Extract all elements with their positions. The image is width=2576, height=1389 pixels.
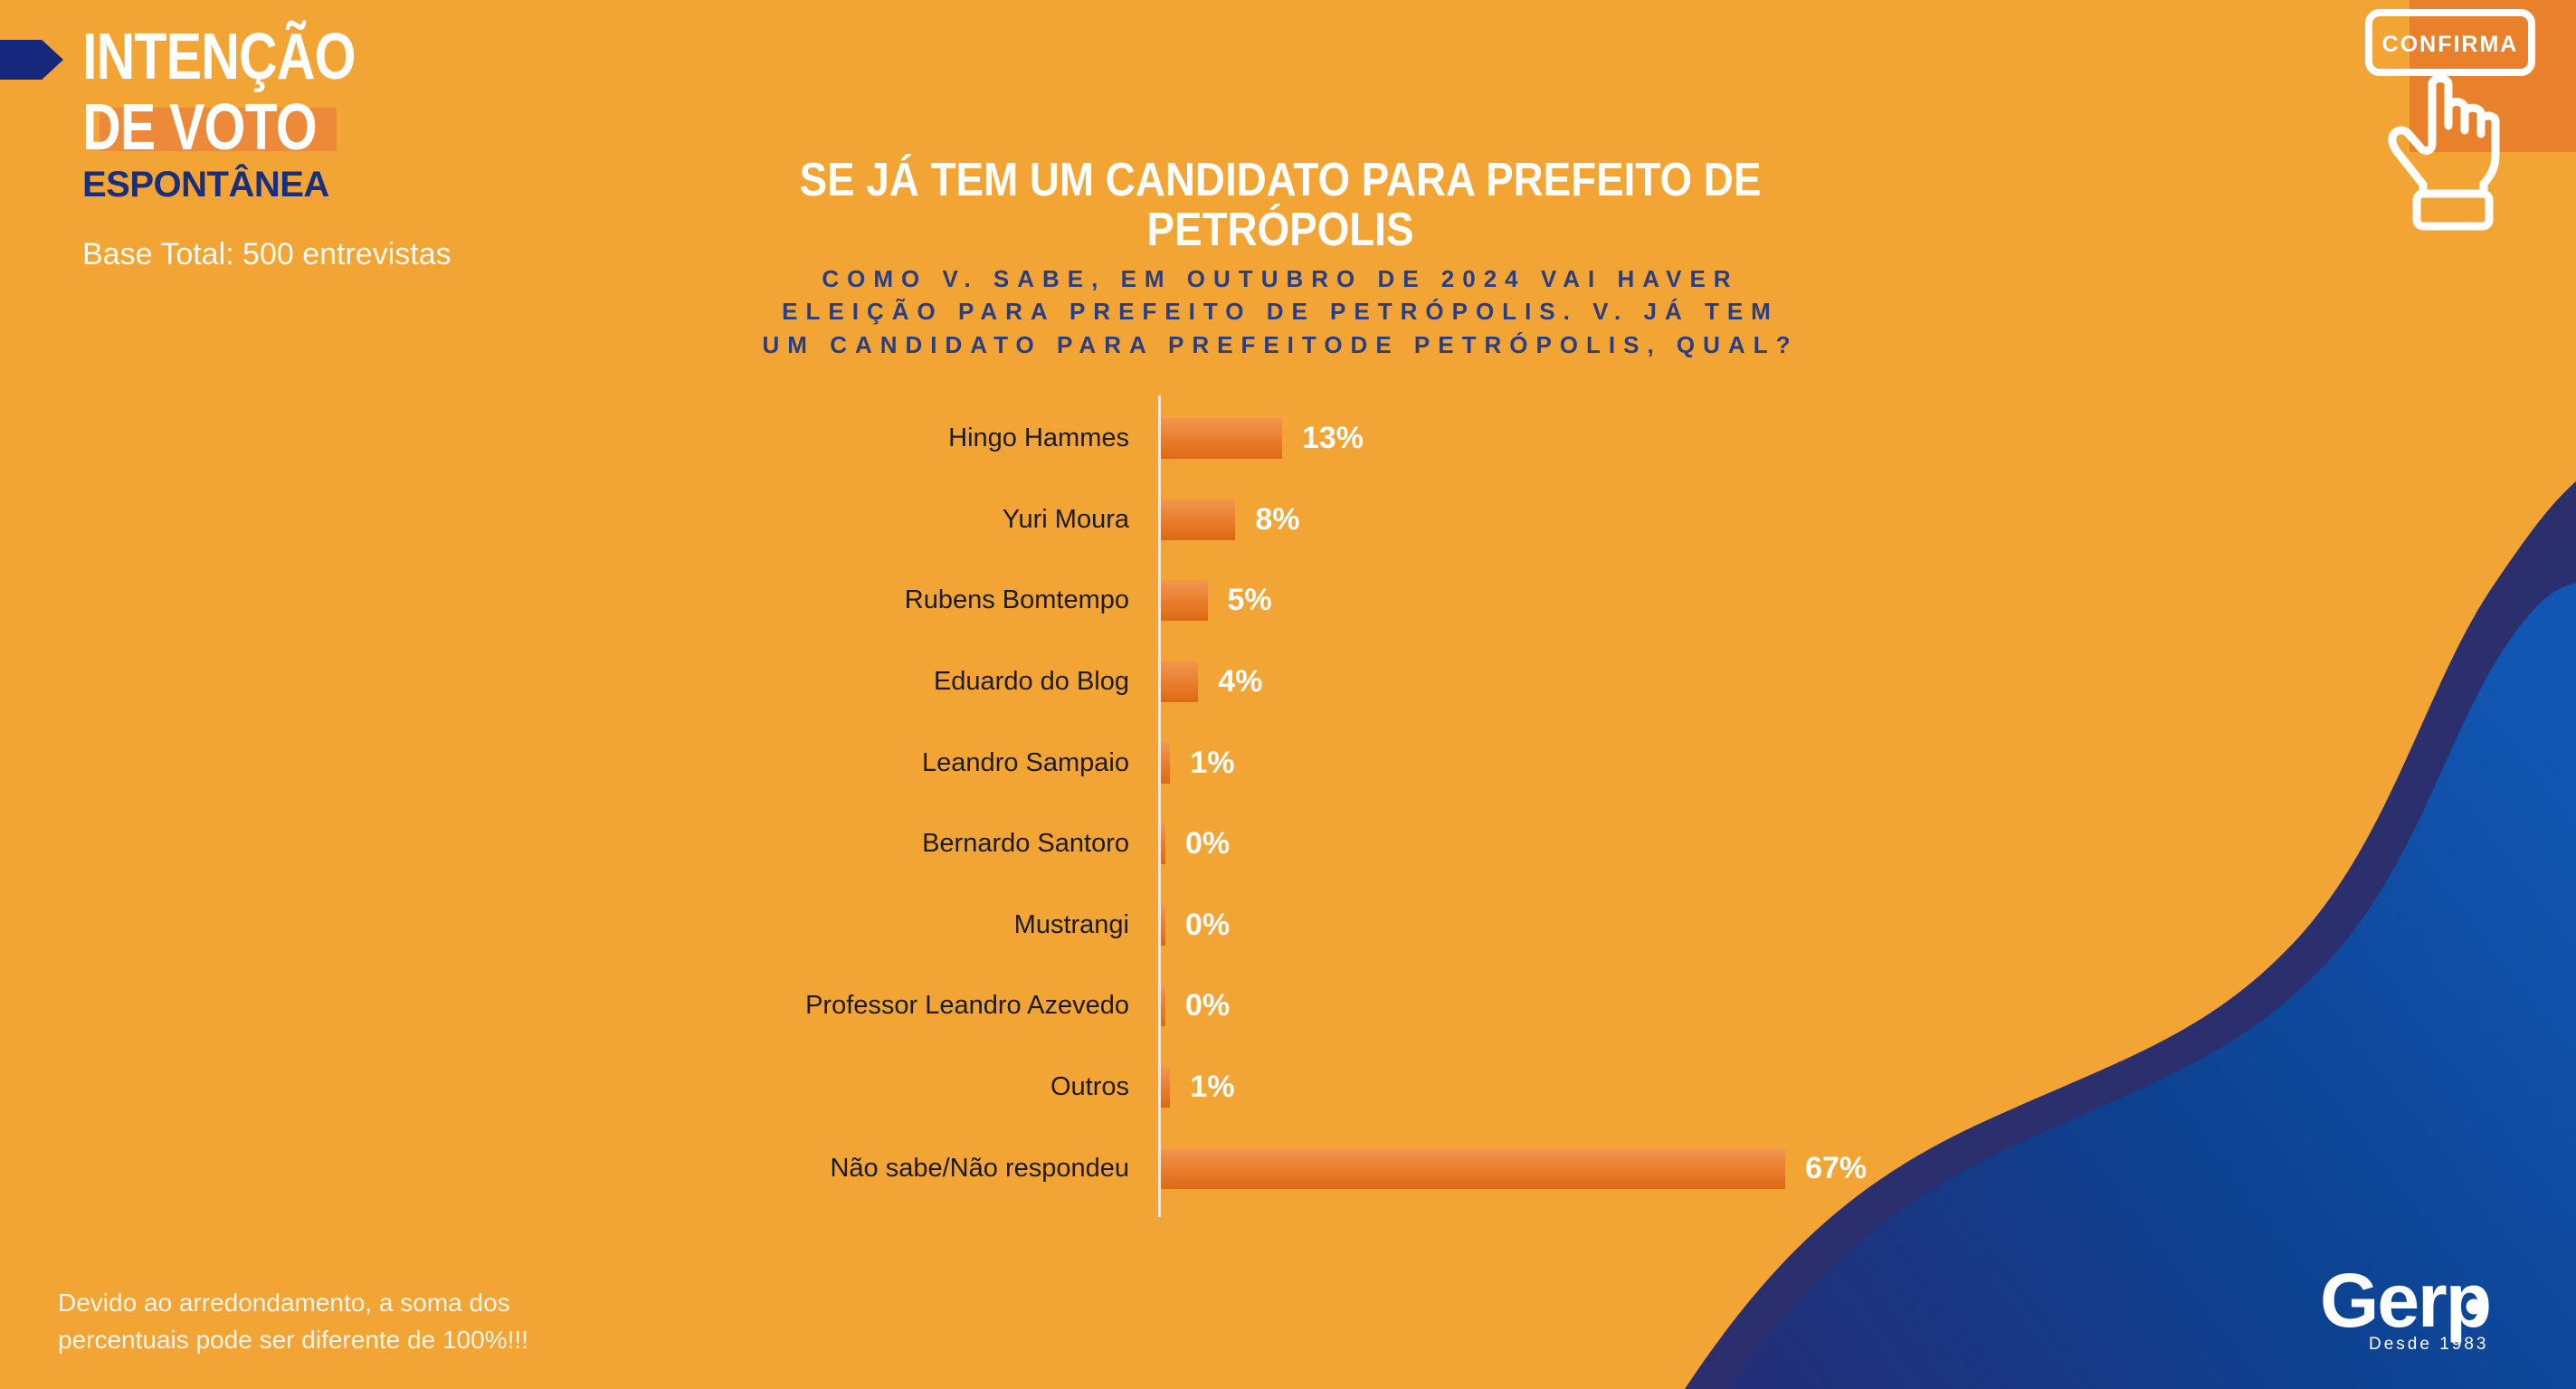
bar <box>1161 499 1236 540</box>
bar <box>1161 580 1208 622</box>
bar-value: 5% <box>1227 583 1272 618</box>
gerp-logo: Gerp Desde 1983 <box>2320 1258 2492 1354</box>
bar-label: Yuri Moura <box>1002 504 1129 534</box>
bar-track: 67% <box>1161 1147 2179 1189</box>
bar <box>1161 823 1165 865</box>
bar-value: 0% <box>1185 907 1231 942</box>
bar-label: Rubens Bomtempo <box>904 585 1129 615</box>
bar-row: Bernardo Santoro 0% <box>595 804 2179 885</box>
bar-value: 0% <box>1185 988 1231 1023</box>
confirma-button-outline <box>2365 9 2535 76</box>
pointing-hand-icon <box>2388 74 2500 231</box>
bar-track: 13% <box>1161 418 2179 460</box>
bar-track: 0% <box>1161 985 2179 1027</box>
bar-label: Outros <box>1050 1072 1129 1102</box>
bar-row: Mustrangi 0% <box>595 885 2179 966</box>
bar-value: 1% <box>1190 1070 1235 1105</box>
chart-axis-line <box>1158 395 1161 1217</box>
bar-track: 0% <box>1161 904 2179 946</box>
bar-rows: Hingo Hammes 13% Yuri Moura 8% Rubens Bomtem… <box>595 398 2179 1209</box>
bar-row: Outros 1% <box>595 1047 2179 1128</box>
bar-label: Eduardo do Blog <box>933 667 1129 697</box>
bar-track: 1% <box>1161 1067 2179 1108</box>
wave-front-blue <box>1728 583 2576 1389</box>
rounding-note: Devido ao arredondamento, a soma dos per… <box>58 1289 528 1354</box>
sample-base-note: Base Total: 500 entrevistas <box>82 237 452 271</box>
bar-value: 1% <box>1190 745 1235 780</box>
bar-row: Não sabe/Não respondeu 67% <box>595 1127 2179 1209</box>
bar-row: Professor Leandro Azevedo 0% <box>595 966 2179 1047</box>
bar-row: Leandro Sampaio 1% <box>595 722 2179 804</box>
bar-label: Professor Leandro Azevedo <box>805 991 1129 1021</box>
bar-label: Não sabe/Não respondeu <box>830 1153 1129 1183</box>
bar <box>1161 904 1165 946</box>
title-highlight <box>100 108 337 151</box>
gerp-logo-text: Gerp <box>2320 1258 2490 1343</box>
confirma-label: CONFIRMA <box>2382 32 2519 57</box>
confirma-stamp-icon: CONFIRMA <box>2365 9 2535 231</box>
bar-value: 4% <box>1218 664 1263 699</box>
bar-value: 8% <box>1255 501 1300 537</box>
bar-track: 1% <box>1161 742 2179 784</box>
bar-track: 8% <box>1161 499 2179 540</box>
bar <box>1161 985 1165 1027</box>
page-subtitle: ESPONTÂNEA <box>82 165 329 205</box>
bar-value: 0% <box>1185 826 1231 861</box>
bar-row: Eduardo do Blog 4% <box>595 642 2179 723</box>
bar-track: 0% <box>1161 823 2179 865</box>
bar <box>1161 742 1171 784</box>
bar <box>1161 1067 1171 1108</box>
bar-label: Mustrangi <box>1013 909 1129 939</box>
bar <box>1161 418 1282 460</box>
bar-label: Leandro Sampaio <box>922 747 1129 777</box>
bar-row: Rubens Bomtempo 5% <box>595 560 2179 642</box>
bar <box>1161 661 1199 703</box>
bar-row: Yuri Moura 8% <box>595 480 2179 561</box>
bar-track: 5% <box>1161 580 2179 622</box>
page-title: INTENÇÃO DE VOTO <box>82 21 356 164</box>
bar-row: Hingo Hammes 13% <box>595 398 2179 480</box>
chart-question: COMO V. SABE, EM OUTUBRO DE 2024 VAI HAV… <box>762 265 1799 358</box>
bar-value: 67% <box>1805 1150 1868 1185</box>
gerp-logo-tagline: Desde 1983 <box>2369 1335 2488 1354</box>
bar-label: Bernardo Santoro <box>922 829 1129 859</box>
bar-value: 13% <box>1301 421 1364 456</box>
bar-track: 4% <box>1161 661 2179 703</box>
bar-label: Hingo Hammes <box>948 423 1129 453</box>
gerp-logo-dot <box>2466 1299 2482 1315</box>
bar <box>1161 1147 1786 1189</box>
chart-title: SE JÁ TEM UM CANDIDATO PARA PREFEITO DE … <box>799 154 1762 256</box>
